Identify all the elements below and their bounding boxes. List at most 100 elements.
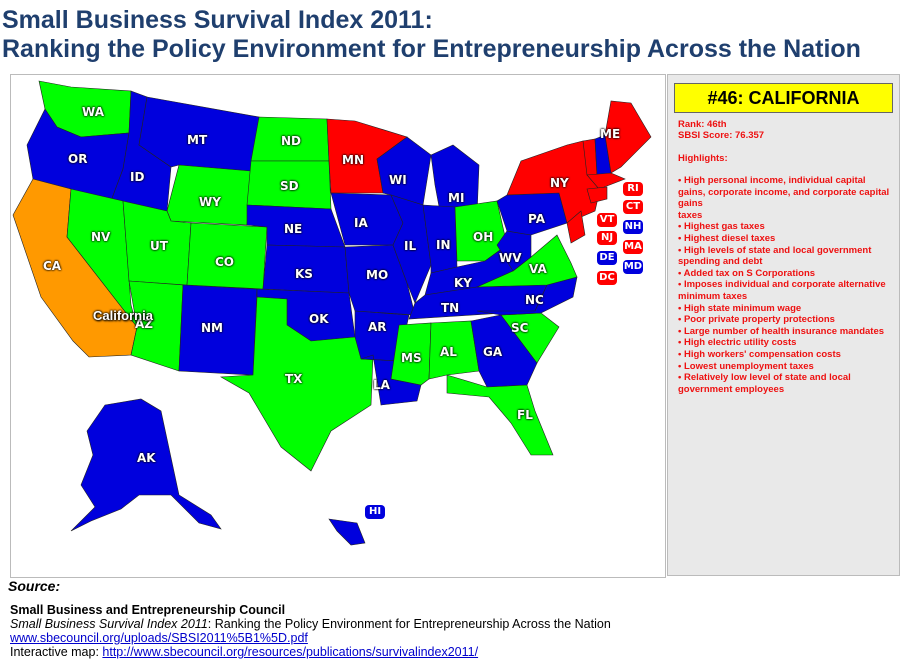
label-NY: NY: [550, 176, 569, 190]
label-CO: CO: [215, 255, 235, 269]
label-GA: GA: [483, 345, 503, 359]
label-MS: MS: [401, 351, 422, 365]
source-heading: Source:: [8, 578, 61, 594]
label-MI: MI: [448, 191, 465, 205]
score-text: SBSI Score: 76.357: [678, 130, 765, 141]
label-AK: AK: [137, 451, 156, 465]
source-organization: Small Business and Entrepreneurship Coun…: [10, 603, 286, 617]
label-NM: NM: [201, 321, 223, 335]
state-AK[interactable]: [70, 398, 222, 532]
label-OK: OK: [309, 312, 329, 326]
state-detail-panel: #46: CALIFORNIA Rank: 46th SBSI Score: 7…: [667, 74, 900, 576]
tag-VT[interactable]: VT: [597, 213, 617, 227]
label-VA: VA: [529, 262, 547, 276]
publication-subtitle: : Ranking the Policy Environment for Ent…: [207, 617, 611, 631]
us-map-svg: [12, 80, 652, 546]
state-MS[interactable]: [390, 322, 432, 386]
tag-DE[interactable]: DE: [597, 251, 617, 265]
tag-HI[interactable]: HI: [365, 505, 385, 519]
tag-NJ[interactable]: NJ: [597, 231, 617, 245]
tag-CT[interactable]: CT: [623, 200, 643, 214]
state-AL[interactable]: [428, 320, 480, 380]
tag-MA[interactable]: MA: [623, 240, 643, 254]
state-MA[interactable]: [586, 172, 626, 190]
highlight-item: • High workers' compensation costs: [678, 348, 841, 360]
label-IL: IL: [404, 239, 417, 253]
label-ID: ID: [130, 170, 145, 184]
state-CT[interactable]: [586, 186, 608, 204]
label-TX: TX: [285, 372, 303, 386]
highlight-item: • Highest gas taxes: [678, 221, 765, 233]
source-publication: Small Business Survival Index 2011: Rank…: [10, 617, 611, 632]
highlight-item: • Imposes individual and corporate alter…: [678, 279, 886, 302]
label-AR: AR: [368, 320, 387, 334]
state-FL[interactable]: [446, 374, 554, 456]
label-WA: WA: [82, 105, 104, 119]
tag-NH[interactable]: NH: [623, 220, 643, 234]
highlight-item: • High state minimum wage: [678, 302, 802, 314]
state-ME[interactable]: [604, 100, 652, 174]
label-UT: UT: [150, 239, 168, 253]
state-NC[interactable]: [476, 276, 578, 316]
pdf-link[interactable]: www.sbecouncil.org/uploads/SBSI2011%5B1%…: [10, 631, 308, 645]
label-NC: NC: [525, 293, 544, 307]
state-NJ[interactable]: [566, 210, 586, 244]
label-ME: ME: [600, 127, 621, 141]
us-map: WA OR CA ID NV MT WY UT CO AZ NM ND SD N…: [10, 74, 666, 578]
label-KY: KY: [454, 276, 472, 290]
tag-DC[interactable]: DC: [597, 271, 617, 285]
page-title-line-1: Small Business Survival Index 2011:: [2, 6, 433, 34]
label-TN: TN: [441, 301, 460, 315]
state-TX[interactable]: [219, 296, 374, 472]
state-NV[interactable]: [66, 188, 138, 328]
state-AZ[interactable]: [128, 280, 184, 372]
rank-text: Rank: 46th: [678, 119, 727, 130]
label-LA: LA: [373, 378, 390, 392]
highlights-list: • High personal income, individual capit…: [678, 175, 894, 395]
source-map-line: Interactive map: http://www.sbecouncil.o…: [10, 645, 478, 660]
label-MO: MO: [366, 268, 389, 282]
interactive-map-link[interactable]: http://www.sbecouncil.org/resources/publ…: [102, 645, 479, 659]
label-CA: CA: [43, 259, 62, 273]
state-HI[interactable]: [328, 518, 366, 546]
interactive-map-label: Interactive map:: [10, 645, 103, 659]
highlight-item: • Added tax on S Corporations: [678, 267, 816, 279]
publication-title: Small Business Survival Index 2011: [10, 617, 208, 631]
label-IA: IA: [354, 216, 368, 230]
highlight-item: • Highest diesel taxes: [678, 232, 776, 244]
label-FL: FL: [517, 408, 533, 422]
tag-MD[interactable]: MD: [623, 260, 643, 274]
highlight-item: • Large number of health insurance manda…: [678, 325, 885, 337]
highlights-label: Highlights:: [678, 153, 728, 164]
highlight-item: • Lowest unemployment taxes: [678, 360, 814, 372]
label-SD: SD: [280, 179, 299, 193]
panel-title: #46: CALIFORNIA: [674, 83, 893, 113]
highlight-item: • High electric utility costs: [678, 337, 797, 349]
highlight-item: • High levels of state and local governm…: [678, 244, 872, 268]
label-MN: MN: [342, 153, 364, 167]
state-WV[interactable]: [496, 230, 532, 272]
label-OH: OH: [473, 230, 494, 244]
label-WI: WI: [389, 173, 407, 187]
label-NE: NE: [284, 222, 303, 236]
label-SC: SC: [511, 321, 529, 335]
selected-state-callout: California: [93, 308, 153, 323]
highlight-item: • High personal income, individual capit…: [678, 175, 890, 210]
highlight-item: taxes: [678, 209, 703, 221]
label-KS: KS: [295, 267, 313, 281]
source-pdf-line: www.sbecouncil.org/uploads/SBSI2011%5B1%…: [10, 631, 308, 646]
state-WY[interactable]: [166, 164, 252, 226]
label-OR: OR: [68, 152, 88, 166]
page-title-line-2: Ranking the Policy Environment for Entre…: [2, 35, 861, 63]
label-ND: ND: [281, 134, 302, 148]
highlight-item: • Relatively low level of state and loca…: [678, 372, 851, 395]
label-WV: WV: [499, 251, 522, 265]
state-VA[interactable]: [476, 234, 578, 288]
label-AL: AL: [440, 345, 457, 359]
label-MT: MT: [187, 133, 208, 147]
label-PA: PA: [528, 212, 545, 226]
tag-RI[interactable]: RI: [623, 182, 643, 196]
label-WY: WY: [199, 195, 221, 209]
label-IN: IN: [436, 238, 451, 252]
highlight-item: • Poor private property protections: [678, 314, 835, 326]
